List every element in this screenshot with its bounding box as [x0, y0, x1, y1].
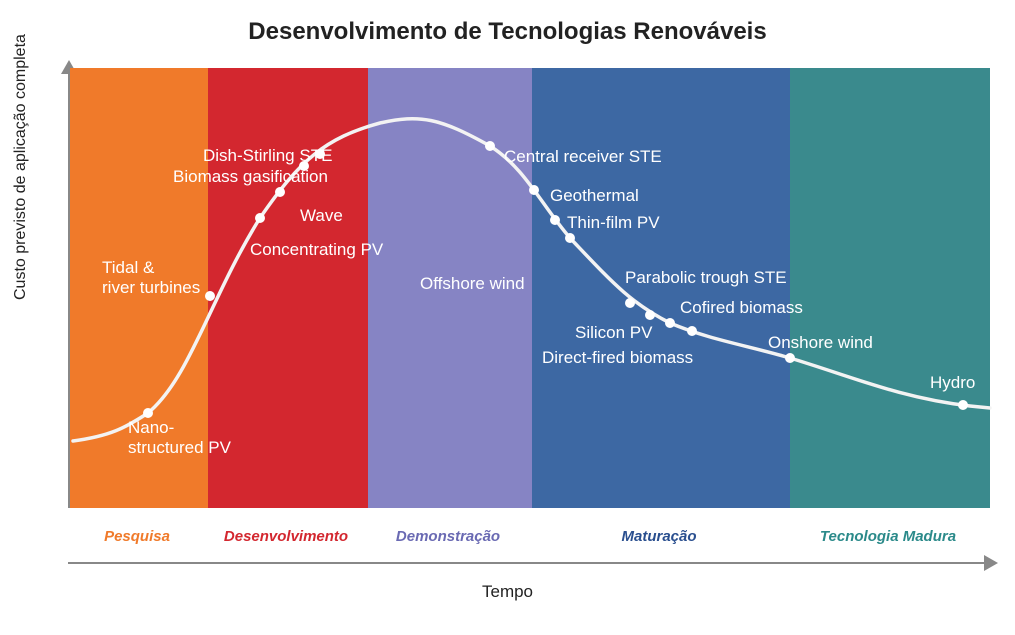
- tech-label-silicon-pv: Silicon PV: [575, 323, 652, 343]
- phase-labels-row: PesquisaDesenvolvimentoDemonstraçãoMatur…: [68, 528, 988, 552]
- tech-label-cofired-biomass: Cofired biomass: [680, 298, 803, 318]
- marker-tidal: [205, 291, 215, 301]
- tech-label-wave: Wave: [300, 206, 343, 226]
- phase-label-desenvolvimento: Desenvolvimento: [206, 528, 366, 545]
- tech-label-central-receiver: Central receiver STE: [504, 147, 662, 167]
- marker-thin-film-pv: [550, 215, 560, 225]
- x-axis-label: Tempo: [0, 582, 1015, 602]
- plot-area: Nano-structured PV Tidal &river turbines C…: [68, 68, 988, 508]
- marker-central-receiver: [485, 141, 495, 151]
- marker-nano-pv: [143, 408, 153, 418]
- tech-label-dish-stirling: Dish-Stirling STE: [203, 146, 332, 166]
- marker-hydro: [958, 400, 968, 410]
- phase-label-pesquisa: Pesquisa: [68, 528, 206, 545]
- tech-label-concentrating-pv: Concentrating PV: [250, 240, 383, 260]
- marker-onshore-wind: [785, 353, 795, 363]
- tech-label-hydro: Hydro: [930, 373, 975, 393]
- y-axis-label: Custo previsto de aplicação completa: [12, 34, 30, 300]
- tech-label-biomass-gasif: Biomass gasification: [173, 167, 328, 187]
- marker-offshore-wind: [565, 233, 575, 243]
- phase-label-demonstracao: Demonstração: [366, 528, 530, 545]
- x-axis-line: [68, 562, 988, 564]
- phase-label-maturacao: Maturação: [530, 528, 788, 545]
- marker-geothermal: [529, 185, 539, 195]
- marker-wave: [275, 187, 285, 197]
- phase-label-madura: Tecnologia Madura: [788, 528, 988, 545]
- tech-label-offshore-wind: Offshore wind: [420, 274, 525, 294]
- marker-silicon-pv: [645, 310, 655, 320]
- tech-label-tidal: Tidal &river turbines: [102, 258, 200, 297]
- marker-direct-fired-biomass: [687, 326, 697, 336]
- x-axis-arrow-icon: [984, 555, 998, 571]
- marker-cofired-biomass: [665, 318, 675, 328]
- tech-label-thin-film-pv: Thin-film PV: [567, 213, 660, 233]
- marker-parabolic-trough: [625, 298, 635, 308]
- tech-label-onshore-wind: Onshore wind: [768, 333, 873, 353]
- tech-label-nano-pv: Nano-structured PV: [128, 418, 231, 457]
- chart-container: Nano-structured PV Tidal &river turbines C…: [48, 68, 988, 528]
- tech-label-geothermal: Geothermal: [550, 186, 639, 206]
- marker-concentrating-pv: [255, 213, 265, 223]
- chart-title: Desenvolvimento de Tecnologias Renovávei…: [0, 18, 1015, 46]
- tech-label-direct-fired-biomass: Direct-fired biomass: [542, 348, 693, 368]
- tech-label-parabolic-trough: Parabolic trough STE: [625, 268, 787, 288]
